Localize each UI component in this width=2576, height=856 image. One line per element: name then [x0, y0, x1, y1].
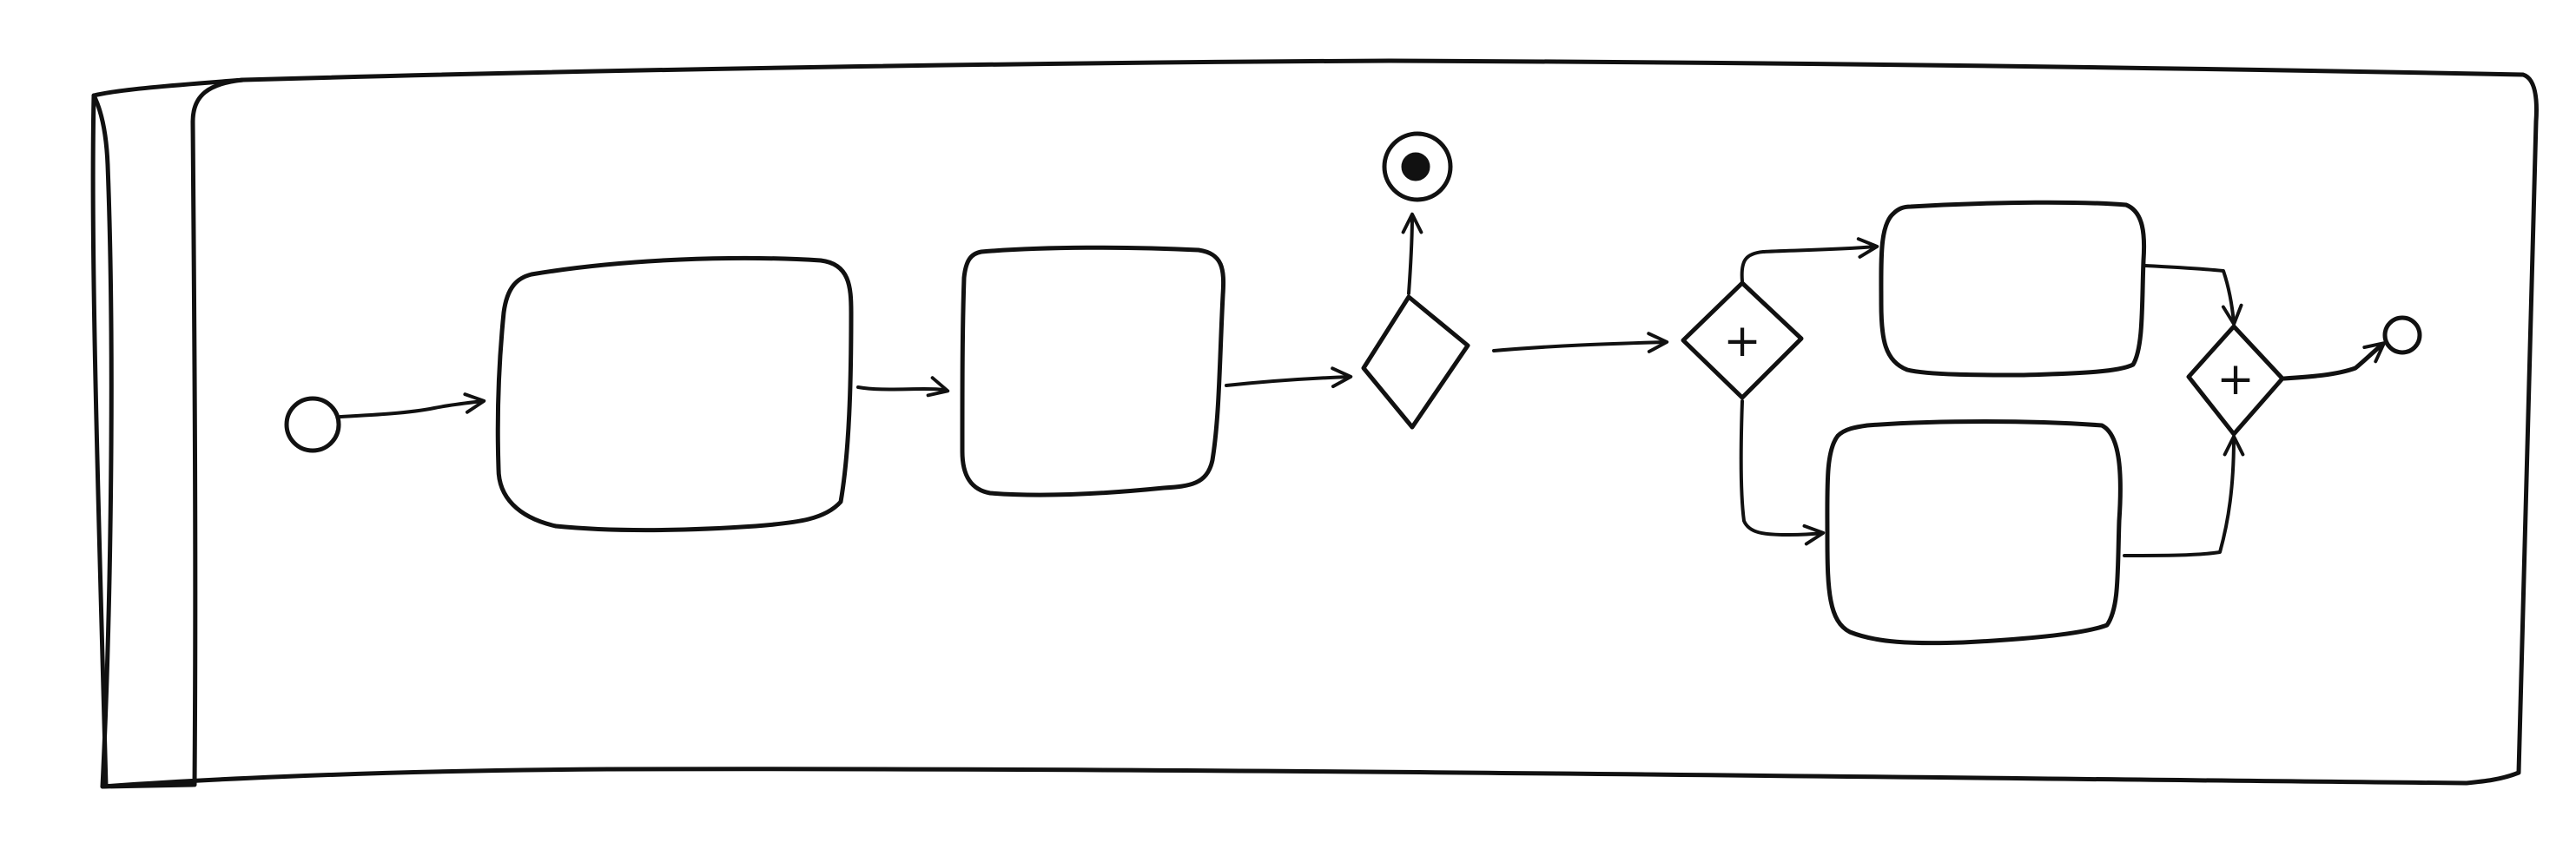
- exclusive-gateway-diamond: [1361, 294, 1470, 430]
- pool-frame: [91, 58, 2539, 789]
- flow-task-4-to-parallel-join: [2123, 434, 2245, 557]
- flow-start-to-task-1: [339, 392, 486, 418]
- flow-task-3-to-parallel-join: [2143, 264, 2243, 326]
- parallel-join-gateway-plus: +: [2216, 353, 2255, 405]
- flow-task-1-to-task-2: [856, 376, 950, 398]
- parallel-split-gateway-plus: +: [1723, 315, 1761, 367]
- flow-parallel-split-to-task-4: [1739, 399, 1826, 546]
- parallel-join-gateway-diamond: [2186, 324, 2285, 437]
- flow-parallel-split-to-task-3: [1740, 237, 1879, 283]
- task-4-box: [1825, 419, 2123, 646]
- terminate-end-event-outer: [1382, 131, 1453, 202]
- task-3-box: [1879, 200, 2147, 378]
- parallel-split-gateway-diamond: [1681, 280, 1804, 400]
- terminate-end-event-inner: [1401, 152, 1430, 181]
- flow-exclusive-gateway-to-parallel-split: [1492, 332, 1669, 353]
- task-1-box: [495, 255, 854, 532]
- flow-parallel-join-to-end-event: [2282, 341, 2386, 381]
- pool-label-band: [90, 93, 195, 789]
- flow-task-2-to-exclusive-gateway: [1225, 366, 1353, 389]
- pool-label-band-divider: [190, 77, 246, 787]
- start-event-circle: [284, 396, 341, 453]
- task-2-box: [960, 245, 1225, 497]
- end-event-circle: [2382, 315, 2422, 355]
- flow-exclusive-gateway-to-terminate-end: [1401, 212, 1423, 295]
